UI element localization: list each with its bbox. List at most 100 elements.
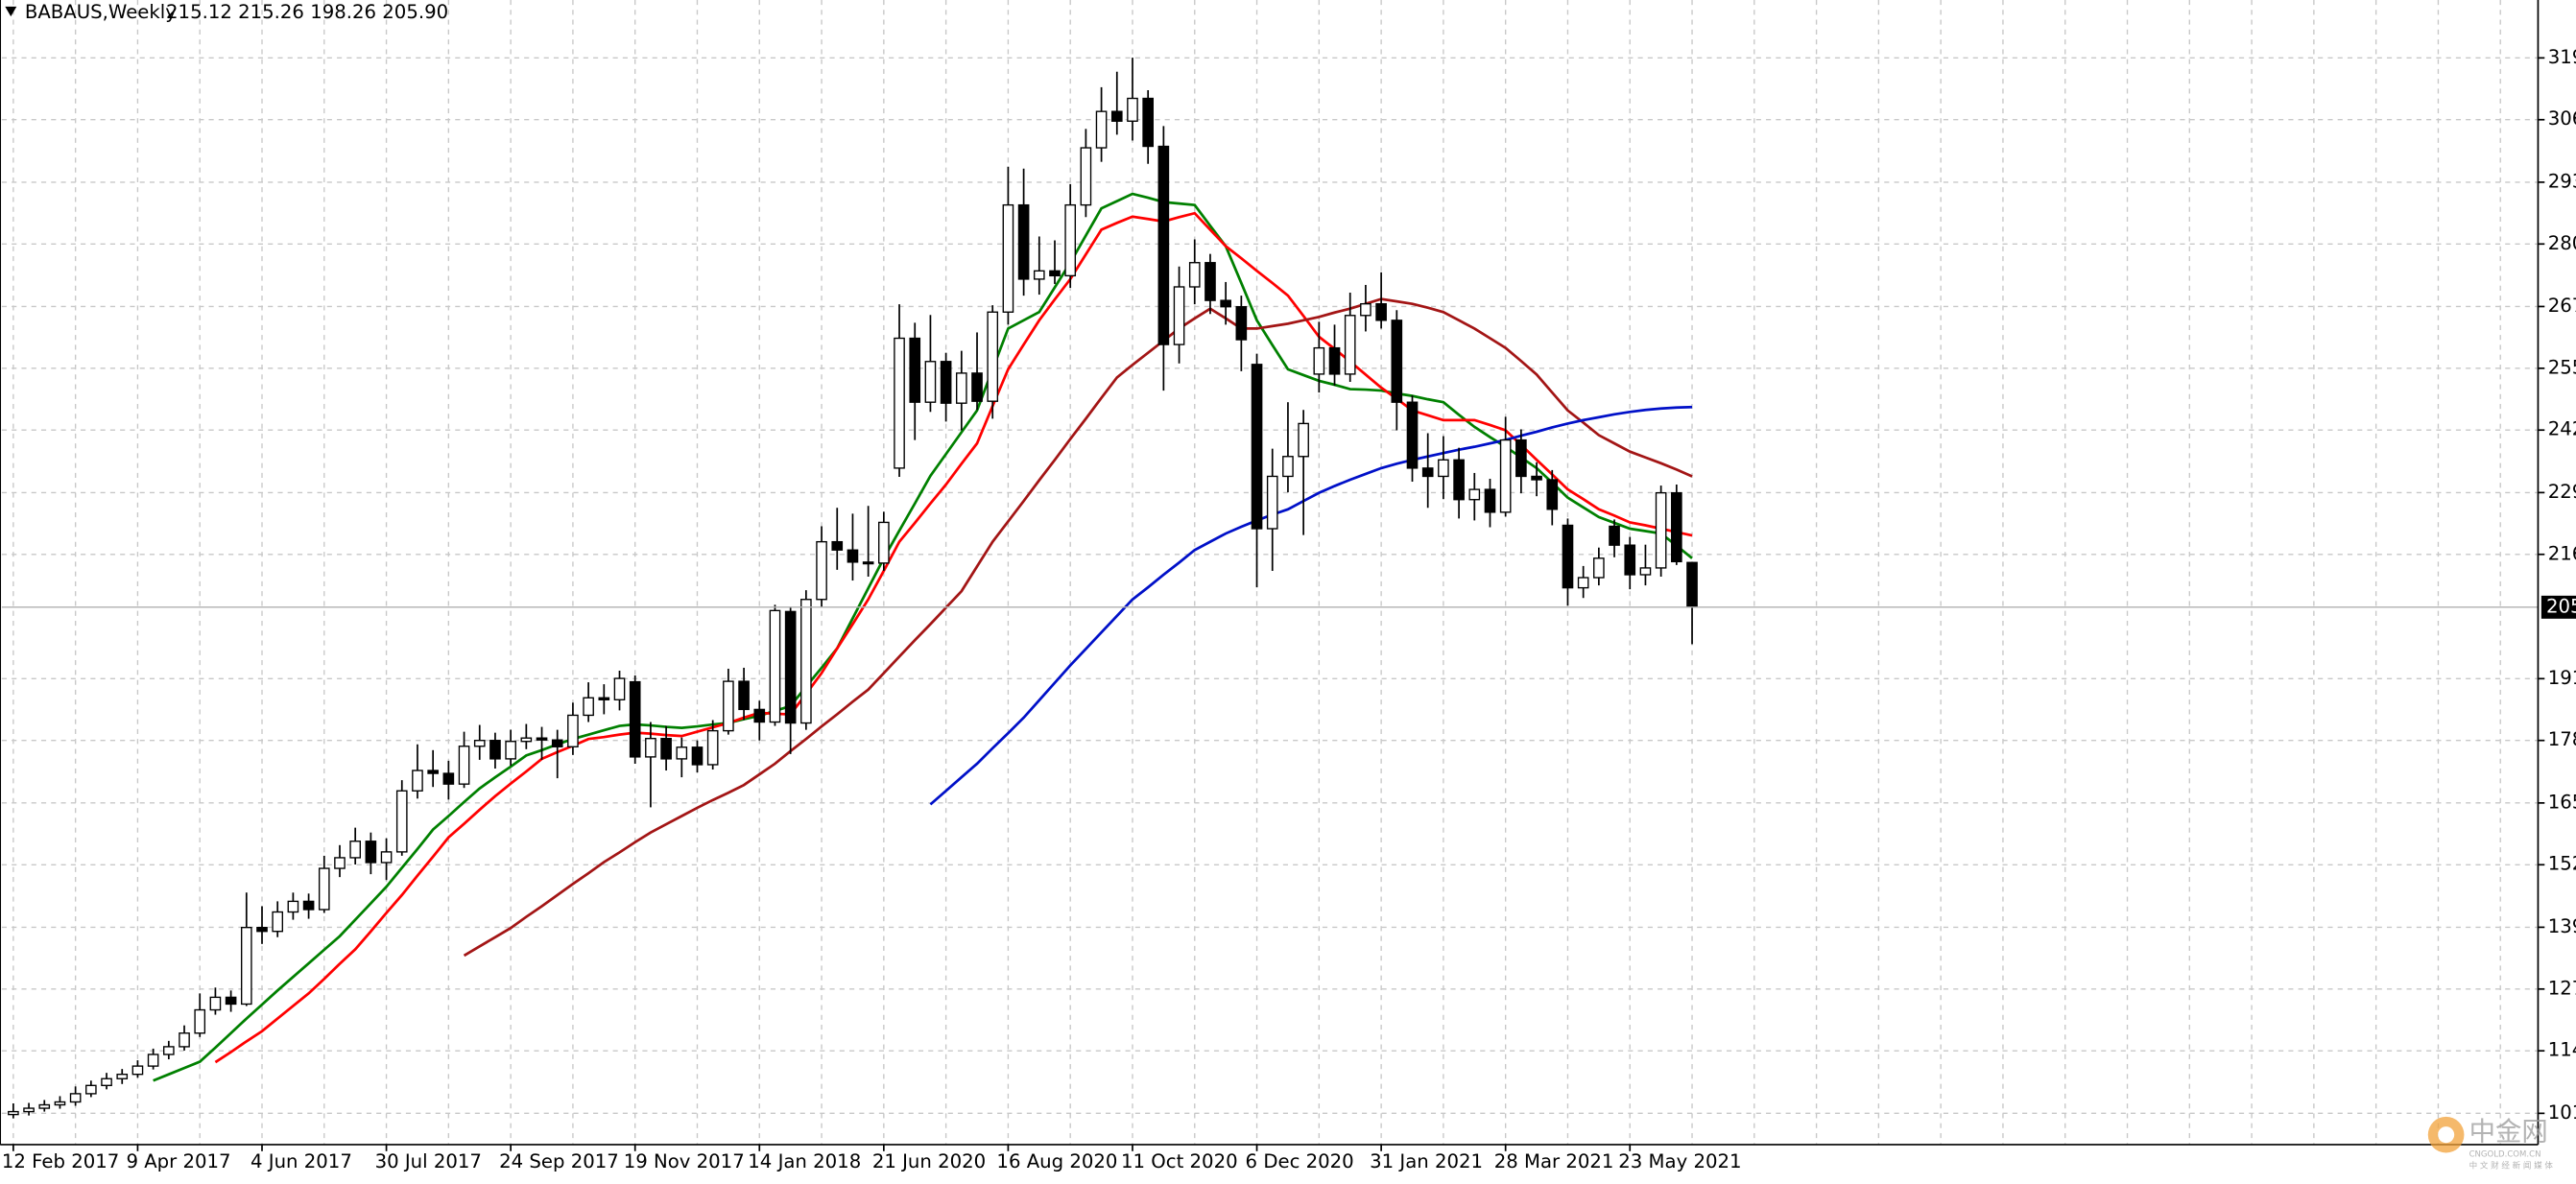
- x-tick-label: 19 Nov 2017: [624, 1150, 745, 1172]
- candle-body: [723, 680, 734, 732]
- y-tick-label: 127.10: [2548, 977, 2576, 999]
- candle-body: [1671, 491, 1682, 563]
- candle-body: [1328, 346, 1341, 375]
- watermark-site: CNGOLD.COM.CN: [2469, 1150, 2541, 1160]
- candle-body: [676, 746, 688, 760]
- y-tick-label: 242.45: [2548, 418, 2576, 440]
- candle-body: [1484, 488, 1496, 513]
- candle-body: [536, 737, 548, 741]
- candle-body: [1002, 203, 1014, 313]
- watermark-tagline: 中 文 财 经 新 闻 媒 体: [2469, 1160, 2554, 1172]
- candle-body: [1624, 544, 1636, 576]
- candle-body: [629, 680, 641, 758]
- y-tick-label: 152.75: [2548, 853, 2576, 875]
- last-price-box: [2540, 595, 2576, 619]
- candle-body: [520, 737, 533, 743]
- candle-body: [1127, 97, 1138, 122]
- candle-body: [473, 740, 486, 747]
- candle-body: [395, 790, 408, 853]
- x-tick-label: 23 May 2021: [1618, 1150, 1741, 1172]
- candle-body: [567, 714, 579, 747]
- x-tick-label: 4 Jun 2017: [250, 1150, 352, 1172]
- candle-body: [147, 1054, 159, 1067]
- axis-labels: 101.45 114.35 127.10 139.85 152.75 165.50 178.…: [2, 46, 2576, 1172]
- ohlc-label: 215.12 215.26 198.26 205.90: [166, 1, 448, 23]
- candle-body: [1421, 467, 1434, 478]
- candle-body: [862, 561, 874, 565]
- candle-body: [1080, 147, 1092, 206]
- candle-body: [831, 540, 844, 551]
- candle-body: [256, 926, 268, 933]
- watermark-logo-inner: [2438, 1126, 2455, 1144]
- candle-body: [583, 697, 594, 717]
- candle-body: [1142, 97, 1154, 148]
- candle-body: [85, 1084, 97, 1095]
- y-tick-label: 191.15: [2548, 667, 2576, 689]
- ma-line: [463, 297, 1693, 958]
- candle-body: [1375, 302, 1387, 321]
- candle-body: [784, 610, 797, 724]
- candle-body: [1033, 270, 1045, 280]
- y-tick-label: 114.35: [2548, 1039, 2576, 1061]
- candle-body: [116, 1074, 129, 1079]
- candle-body: [1251, 364, 1263, 530]
- x-tick-label: 11 Oct 2020: [1121, 1150, 1238, 1172]
- x-tick-label: 12 Feb 2017: [2, 1150, 119, 1172]
- candle-body: [1188, 262, 1201, 288]
- candle-body: [505, 741, 516, 760]
- y-tick-label: 178.40: [2548, 728, 2576, 750]
- y-tick-label: 139.85: [2548, 915, 2576, 937]
- candle-body: [769, 609, 781, 723]
- candle-body: [1282, 456, 1294, 478]
- candle-body: [1157, 145, 1170, 345]
- chart-title: BABAUS,Weekly: [25, 1, 177, 23]
- candle-body: [1406, 401, 1419, 469]
- candle-body: [1110, 110, 1123, 122]
- candle-body: [1515, 438, 1527, 478]
- candle-body: [1266, 475, 1278, 530]
- candle-body: [23, 1107, 35, 1113]
- candle-body: [987, 311, 999, 402]
- candle-body: [163, 1046, 175, 1055]
- candle-body: [1655, 491, 1667, 569]
- candle-body: [1064, 203, 1077, 277]
- candle-body: [458, 746, 470, 785]
- candle-body: [1686, 561, 1698, 608]
- candle-body: [380, 851, 393, 864]
- candle-body: [1360, 302, 1371, 317]
- candle-body: [738, 680, 750, 711]
- grid: [1, 0, 2539, 1145]
- candle-body: [1639, 567, 1652, 576]
- candle-body: [1609, 525, 1620, 546]
- y-tick-label: 229.55: [2548, 481, 2576, 503]
- candle-body: [1344, 315, 1356, 375]
- candle-body: [1095, 110, 1108, 149]
- candle-body: [909, 337, 921, 403]
- candle-body: [1546, 479, 1559, 510]
- candle-body: [318, 867, 330, 911]
- y-tick-label: 255.20: [2548, 356, 2576, 378]
- candle-body: [551, 739, 563, 747]
- candle-body: [1298, 422, 1309, 458]
- candle-body: [427, 770, 439, 774]
- candle-body: [924, 361, 937, 403]
- candle-body: [412, 770, 423, 792]
- candle-body: [38, 1103, 51, 1109]
- candle-body: [1453, 459, 1465, 501]
- candle-body: [179, 1032, 190, 1048]
- candle-body: [1593, 557, 1605, 579]
- y-tick-label: 267.95: [2548, 295, 2576, 317]
- candle-body: [101, 1077, 112, 1086]
- y-tick-label: 101.45: [2548, 1101, 2576, 1124]
- candle-body: [225, 996, 237, 1006]
- candle-body: [194, 1008, 206, 1034]
- candle-body: [691, 746, 704, 766]
- ma-line: [153, 192, 1693, 1082]
- menu-triangle[interactable]: [5, 6, 17, 17]
- x-tick-label: 24 Sep 2017: [499, 1150, 619, 1172]
- candle-body: [1391, 320, 1403, 403]
- candle-body: [365, 841, 377, 864]
- x-tick-label: 16 Aug 2020: [996, 1150, 1117, 1172]
- y-tick-label: 165.50: [2548, 791, 2576, 813]
